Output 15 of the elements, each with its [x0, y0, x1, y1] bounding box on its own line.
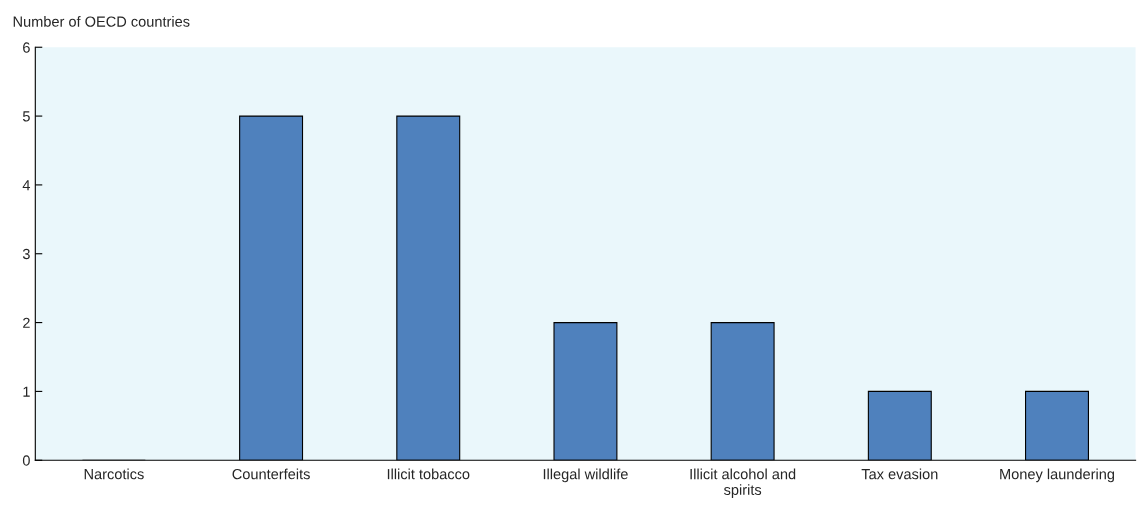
y-tick-label: 3: [22, 248, 30, 260]
x-tick-label: Illegal wildlife: [543, 468, 628, 483]
x-tick-label: Counterfeits: [232, 468, 310, 480]
y-tick-label: 4: [22, 180, 31, 191]
y-tick-label: 6: [23, 42, 30, 53]
y-axis-title: Number of OECD countries: [13, 16, 190, 27]
y-tick-label: 5: [22, 111, 30, 122]
x-tick-label: Illicit tobacco: [387, 468, 470, 480]
y-tick-label: 1: [23, 386, 30, 397]
x-tick-label: Tax evasion: [861, 468, 938, 480]
x-tick-label: Narcotics: [84, 468, 144, 480]
y-tick-label: 2: [23, 317, 30, 328]
x-tick-label: Money laundering: [1000, 468, 1115, 483]
y-tick-label: 0: [22, 455, 30, 466]
x-tick-label: Illicit alcohol and spirits: [690, 468, 796, 498]
